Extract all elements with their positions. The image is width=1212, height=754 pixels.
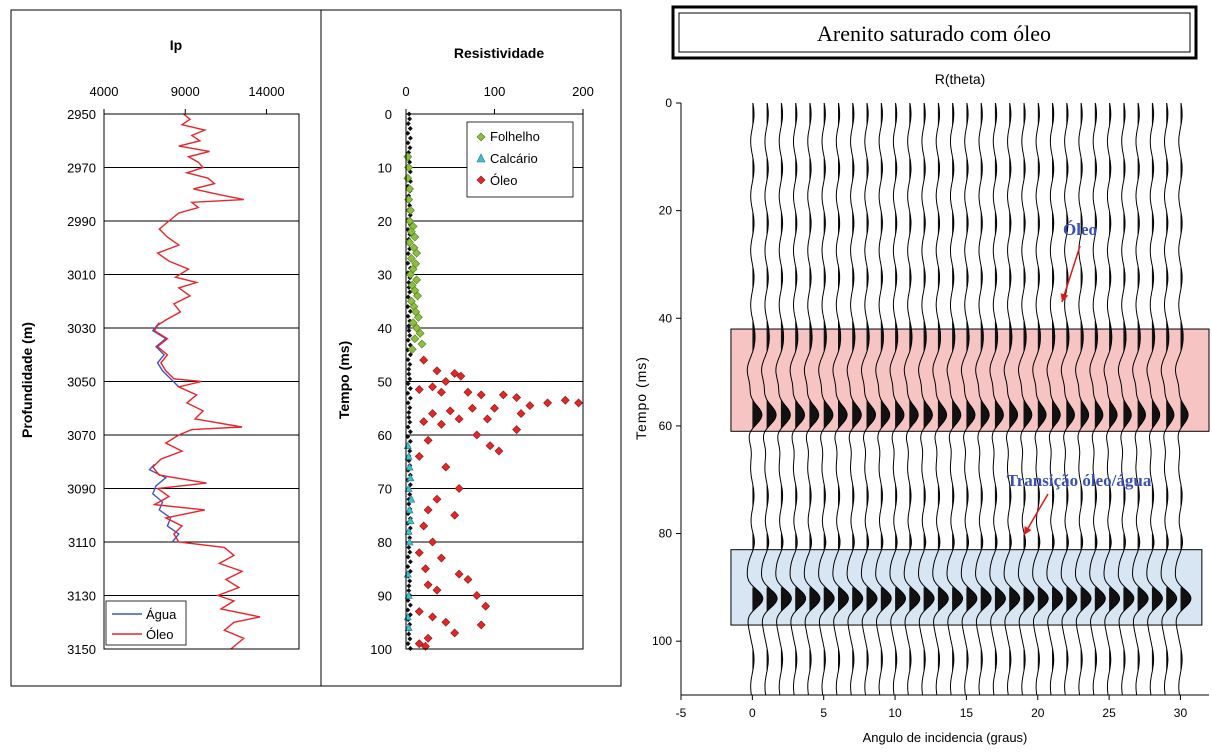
ip-y-tick-label: 3030 xyxy=(67,321,96,336)
res-y-tick-label: 100 xyxy=(370,642,392,657)
seismic-xlabel: Angulo de incidencia (graus) xyxy=(863,730,1028,745)
res-y-tick-label: 10 xyxy=(378,161,392,176)
ip-y-tick-label: 3070 xyxy=(67,428,96,443)
res-x-tick-label: 200 xyxy=(572,84,594,99)
seismic-y-tick-label: 60 xyxy=(659,419,673,433)
res-y-tick-label: 30 xyxy=(378,268,392,283)
ip-y-tick-label: 2970 xyxy=(67,161,96,176)
res-y-tick-label: 50 xyxy=(378,375,392,390)
res-title: Resistividade xyxy=(454,45,544,61)
res-y-tick-label: 70 xyxy=(378,482,392,497)
seismic-annotation-transicao: Transição óleo/água xyxy=(1007,471,1152,490)
seismic-title: Arenito saturado com óleo xyxy=(817,21,1051,46)
res-legend-label-folhelho: Folhelho xyxy=(490,129,540,144)
seismic-x-tick-label: 5 xyxy=(820,706,827,720)
res-legend-label-calcario: Calcário xyxy=(490,151,538,166)
res-x-tick-label: 0 xyxy=(402,84,409,99)
ip-y-tick-label: 3150 xyxy=(67,642,96,657)
seismic-y-tick-label: 20 xyxy=(659,204,673,218)
ip-legend-label-oleo: Óleo xyxy=(146,627,173,642)
seismic-x-tick-label: 25 xyxy=(1102,706,1116,720)
res-legend-label-oleo: Óleo xyxy=(490,173,517,188)
seismic-y-tick-label: 0 xyxy=(665,96,672,110)
seismic-subtitle: R(theta) xyxy=(935,71,986,87)
res-y-tick-label: 20 xyxy=(378,214,392,229)
ip-legend-label-agua: Água xyxy=(146,607,177,622)
ip-y-tick-label: 3130 xyxy=(67,589,96,604)
seismic-x-tick-label: 0 xyxy=(749,706,756,720)
seismic-x-ticks: -5 0 5 10 15 20 25 30 xyxy=(676,695,1188,720)
seismic-chart: Arenito saturado com óleo R(theta) Tempo… xyxy=(633,7,1209,745)
res-ylabel: Tempo (ms) xyxy=(336,341,352,419)
ip-y-tick-label: 3110 xyxy=(68,535,96,550)
ip-y-tick-label: 3010 xyxy=(67,268,96,283)
left-panel-frame xyxy=(11,10,621,686)
res-legend: Folhelho Calcário Óleo xyxy=(467,122,573,197)
seismic-y-tick-label: 40 xyxy=(659,311,673,325)
ip-x-tick-label: 14000 xyxy=(248,84,284,99)
seismic-ylabel: Tempo (ms) xyxy=(633,356,649,440)
ip-legend: Água Óleo xyxy=(106,601,186,645)
ip-ylabel: Profundidade (m) xyxy=(19,322,35,438)
seismic-y-ticks: 0 20 40 60 80 100 xyxy=(652,96,681,648)
res-y-tick-label: 90 xyxy=(378,589,392,604)
ip-y-tick-label: 2950 xyxy=(67,107,96,122)
seismic-annotation-oleo: Óleo xyxy=(1063,220,1097,239)
res-x-tick-label: 100 xyxy=(484,84,506,99)
seismic-y-tick-label: 80 xyxy=(659,527,673,541)
res-y-tick-label: 0 xyxy=(385,107,392,122)
seismic-x-tick-label: 20 xyxy=(1031,706,1045,720)
res-y-tick-label: 80 xyxy=(378,535,392,550)
ip-title: Ip xyxy=(170,37,182,53)
ip-x-tick-label: 9000 xyxy=(171,84,200,99)
seismic-band-transicao xyxy=(731,550,1202,625)
ip-x-tick-label: 4000 xyxy=(90,84,119,99)
seismic-y-tick-label: 100 xyxy=(652,634,672,648)
seismic-x-tick-label: -5 xyxy=(676,706,687,720)
ip-y-tick-label: 2990 xyxy=(67,214,96,229)
res-y-tick-label: 60 xyxy=(378,428,392,443)
ip-y-tick-label: 3090 xyxy=(67,482,96,497)
seismic-x-tick-label: 15 xyxy=(960,706,974,720)
res-y-tick-label: 40 xyxy=(378,321,392,336)
ip-y-tick-label: 3050 xyxy=(67,375,96,390)
seismic-x-tick-label: 30 xyxy=(1174,706,1188,720)
seismic-x-tick-label: 10 xyxy=(888,706,902,720)
